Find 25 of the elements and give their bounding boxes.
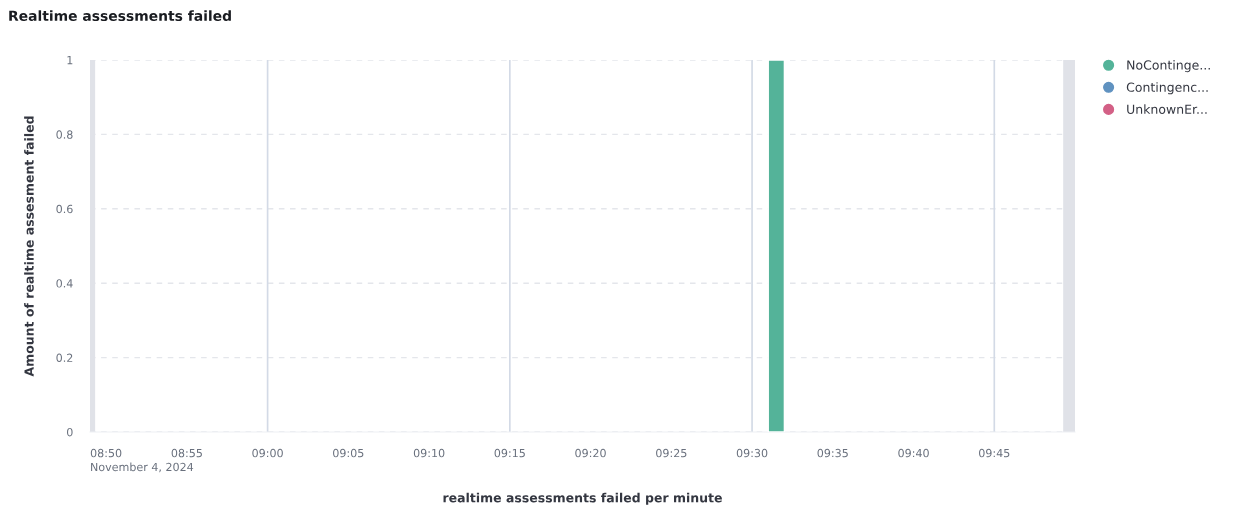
x-tick-label: 08:55 bbox=[171, 448, 202, 458]
x-tick-label: 09:35 bbox=[817, 448, 848, 458]
y-tick-label: 0 bbox=[67, 427, 73, 437]
chart-title: Realtime assessments failed bbox=[9, 10, 231, 22]
y-tick-label: 0.4 bbox=[56, 279, 73, 288]
x-tick-label: 09:10 bbox=[413, 448, 445, 458]
x-tick-label: 09:05 bbox=[333, 448, 364, 458]
x-axis-title: realtime assessments failed per minute bbox=[443, 492, 722, 505]
x-tick-label: 09:40 bbox=[898, 448, 929, 458]
x-tick-label: 09:00 bbox=[252, 448, 283, 458]
x-tick-label: 09:30 bbox=[736, 448, 768, 458]
legend-label: UnknownEr... bbox=[1127, 104, 1207, 114]
legend-label: Contingenc... bbox=[1126, 82, 1208, 95]
y-tick-label: 0.8 bbox=[56, 130, 73, 139]
x-tick-label: 09:15 bbox=[494, 448, 525, 458]
y-tick-label: 1 bbox=[67, 56, 73, 65]
legend-label: NoContinge... bbox=[1127, 60, 1210, 73]
y-tick-label: 0.6 bbox=[56, 204, 73, 214]
x-tick-label: 09:45 bbox=[979, 448, 1010, 458]
text: November 4, 2024 bbox=[91, 462, 194, 473]
y-tick-label: 0.2 bbox=[56, 353, 73, 362]
x-tick-label: 09:20 bbox=[575, 448, 606, 458]
x-tick-label: 08:50 bbox=[90, 448, 122, 458]
y-axis-title: Amount of realtime assesment failed bbox=[24, 116, 34, 377]
x-tick-label: 09:25 bbox=[656, 448, 687, 458]
